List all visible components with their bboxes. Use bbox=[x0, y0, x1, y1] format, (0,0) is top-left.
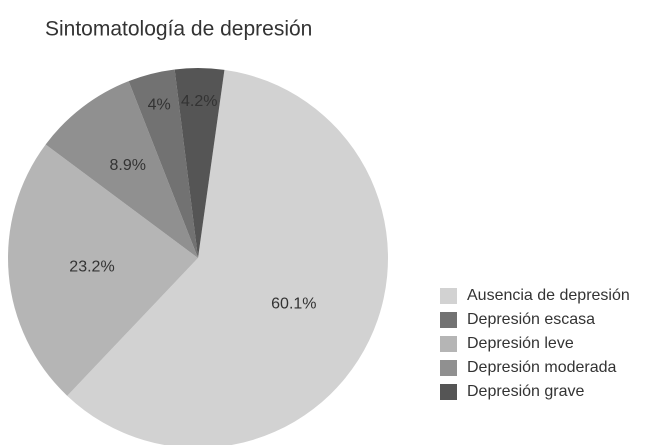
legend-label: Depresión escasa bbox=[467, 311, 595, 328]
legend-swatch bbox=[440, 384, 457, 400]
legend-label: Depresión leve bbox=[467, 335, 574, 352]
pie-slice bbox=[67, 69, 388, 445]
legend-swatch bbox=[440, 336, 457, 352]
pie-slice bbox=[45, 81, 198, 258]
data-label: 23.2% bbox=[69, 258, 114, 275]
legend-swatch bbox=[440, 288, 457, 304]
pie-slice bbox=[174, 68, 225, 259]
legend-swatch bbox=[440, 360, 457, 376]
legend-label: Ausencia de depresión bbox=[467, 287, 630, 304]
legend-swatch bbox=[440, 312, 457, 328]
pie-slice bbox=[128, 69, 198, 258]
data-label: 4% bbox=[148, 96, 171, 113]
pie-slice bbox=[7, 144, 198, 396]
data-label: 4.2% bbox=[181, 93, 217, 110]
legend-label: Depresión grave bbox=[467, 383, 585, 400]
data-label: 8.9% bbox=[109, 157, 145, 174]
chart-title: Sintomatología de depresión bbox=[45, 18, 312, 41]
data-label: 60.1% bbox=[271, 295, 316, 312]
legend-label: Depresión moderada bbox=[467, 359, 617, 376]
